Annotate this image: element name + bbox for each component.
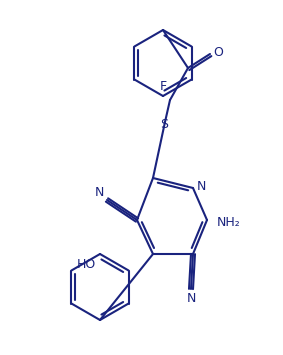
Text: NH₂: NH₂	[217, 215, 241, 229]
Text: HO: HO	[76, 258, 96, 272]
Text: N: N	[196, 180, 206, 193]
Text: N: N	[94, 186, 104, 200]
Text: N: N	[186, 293, 196, 306]
Text: F: F	[159, 81, 167, 93]
Text: O: O	[213, 47, 223, 60]
Text: S: S	[160, 118, 168, 131]
